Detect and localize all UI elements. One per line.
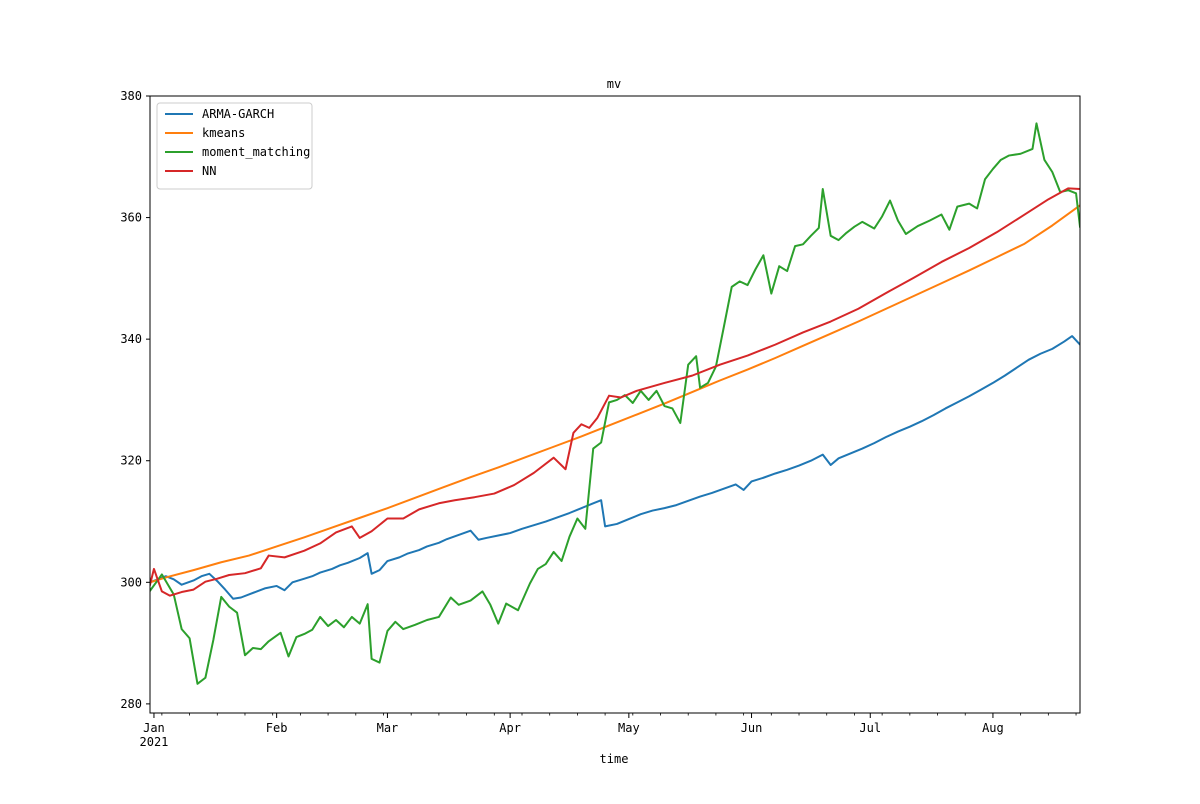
- x-axis-label: time: [600, 752, 629, 766]
- y-tick-label: 280: [120, 697, 142, 711]
- y-axis: 280 300 320 340 360 380: [120, 89, 150, 711]
- x-tick-year-label: 2021: [140, 735, 169, 749]
- legend: ARMA-GARCH kmeans moment_matching NN: [156, 102, 313, 190]
- legend-box: [156, 102, 313, 190]
- x-tick-label: Jun: [741, 721, 763, 735]
- chart-title: mv: [607, 77, 621, 91]
- x-tick-label: Aug: [982, 721, 1004, 735]
- x-tick-label: Jan: [143, 721, 165, 735]
- plot-lines: [150, 122, 1080, 685]
- y-tick-label: 380: [120, 89, 142, 103]
- series-line-kmeans: [150, 204, 1080, 584]
- legend-label-kmeans: kmeans: [202, 126, 245, 140]
- x-tick-label: Apr: [499, 721, 521, 735]
- series-line-arma-garch: [150, 335, 1080, 600]
- x-tick-label: May: [618, 721, 640, 735]
- series-line-nn: [150, 187, 1080, 597]
- legend-label-arma-garch: ARMA-GARCH: [202, 107, 274, 121]
- x-tick-label: Jul: [859, 721, 881, 735]
- y-tick-label: 320: [120, 454, 142, 468]
- y-tick-label: 300: [120, 575, 142, 589]
- plot-frame: [149, 95, 1081, 714]
- x-tick-label: Mar: [377, 721, 399, 735]
- legend-label-moment-matching: moment_matching: [202, 145, 310, 159]
- x-tick-label: Feb: [266, 721, 288, 735]
- y-tick-label: 360: [120, 211, 142, 225]
- y-tick-label: 340: [120, 332, 142, 346]
- series-line-moment-matching: [150, 122, 1080, 685]
- legend-label-nn: NN: [202, 164, 216, 178]
